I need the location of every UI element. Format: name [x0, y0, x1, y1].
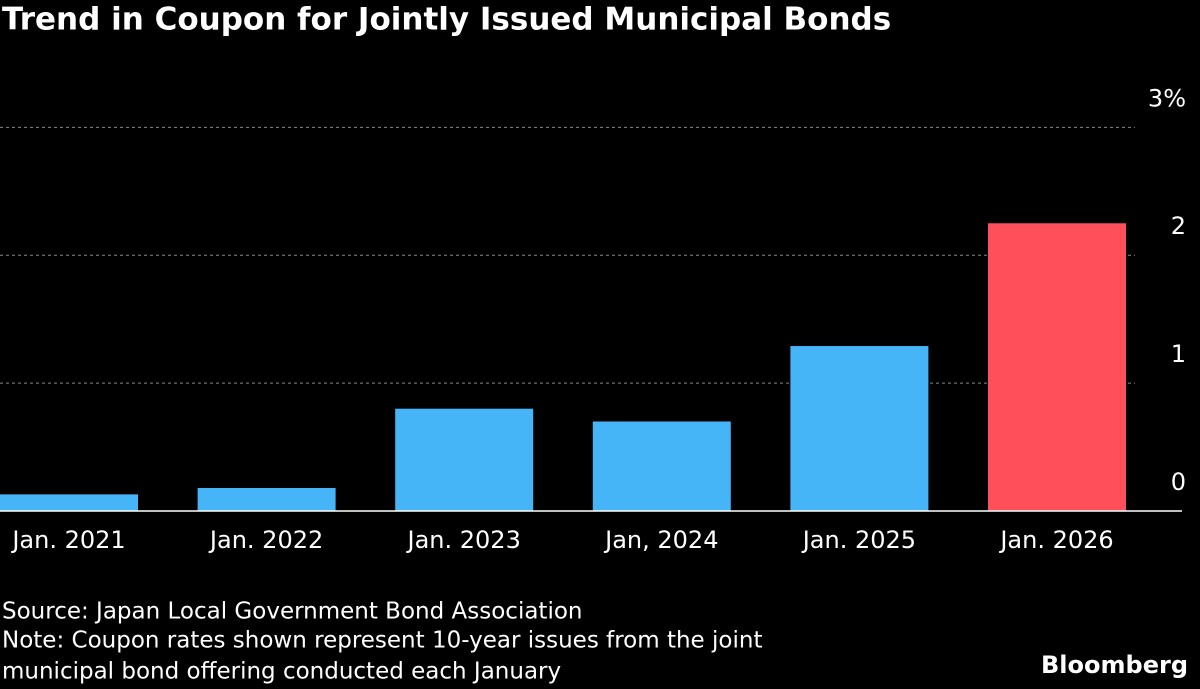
bar: [790, 346, 929, 511]
chart-title: Trend in Coupon for Jointly Issued Munic…: [2, 2, 891, 38]
note: Note: Coupon rates shown represent 10-ye…: [2, 628, 762, 654]
y-tick-label: 1: [1171, 340, 1186, 368]
bar: [395, 408, 534, 511]
x-tick-label: Jan, 2024: [603, 526, 718, 554]
brand: Bloomberg: [1041, 651, 1188, 679]
bar: [0, 494, 138, 511]
y-tick-label: 2: [1171, 212, 1186, 240]
y-tick-label: 3%: [1148, 84, 1186, 112]
source: Source: Japan Local Government Bond Asso…: [2, 599, 582, 625]
x-tick-label: Jan. 2021: [10, 526, 125, 554]
x-tick-label: Jan. 2022: [208, 526, 323, 554]
bar: [197, 487, 336, 511]
x-tick-label: Jan. 2025: [801, 526, 916, 554]
x-tick-label: Jan. 2023: [406, 526, 521, 554]
bar: [988, 223, 1126, 512]
bar: [592, 421, 731, 511]
y-tick-label: 0: [1171, 468, 1186, 496]
note: municipal bond offering conducted each J…: [2, 659, 561, 685]
x-tick-label: Jan. 2026: [998, 526, 1113, 554]
